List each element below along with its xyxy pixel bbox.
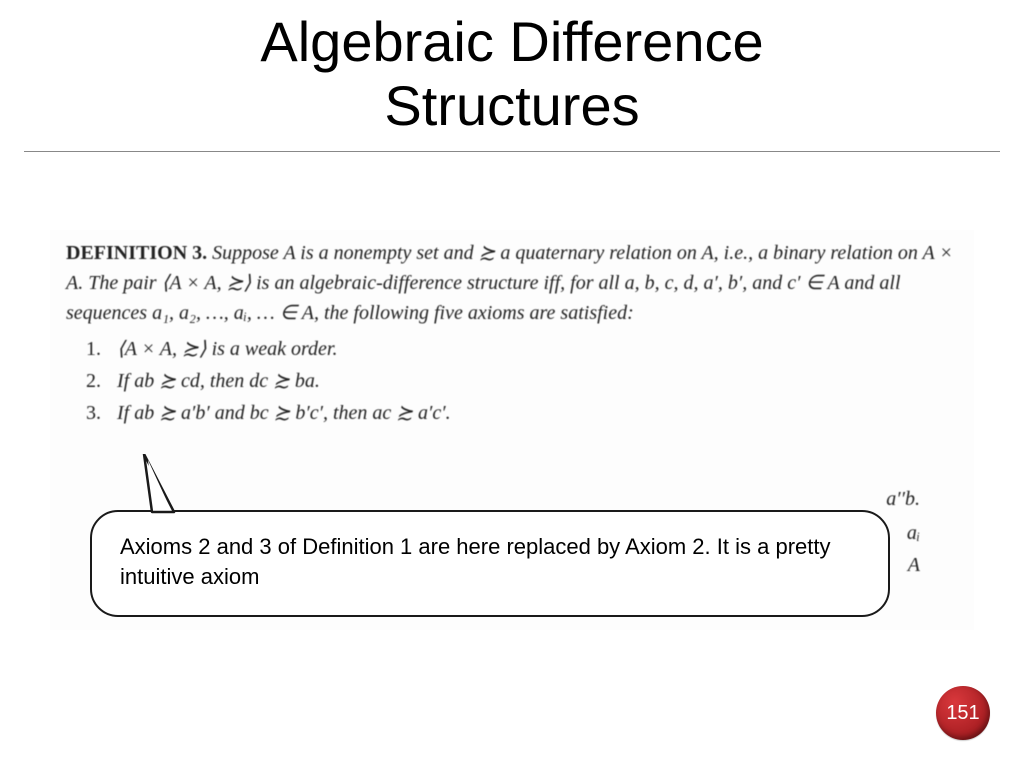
axiom-item: 2. If ab ≿ cd, then dc ≿ ba. — [86, 366, 958, 396]
callout-text: Axioms 2 and 3 of Definition 1 are here … — [120, 534, 830, 589]
axiom-number: 2. — [86, 366, 112, 396]
edge-fragment: a′′b. — [886, 488, 920, 511]
axiom-item: 1. ⟨A × A, ≿⟩ is a weak order. — [86, 334, 958, 364]
axiom-text: If ab ≿ a′b′ and bc ≿ b′c′, then ac ≿ a′… — [117, 402, 451, 424]
slide-title-line1: Algebraic Difference — [0, 10, 1024, 74]
axiom-list: 1. ⟨A × A, ≿⟩ is a weak order. 2. If ab … — [86, 334, 958, 428]
axiom-text: If ab ≿ cd, then dc ≿ ba. — [117, 370, 320, 392]
title-block: Algebraic Difference Structures — [0, 0, 1024, 152]
page-number-badge: 151 — [936, 686, 990, 740]
callout-bubble: Axioms 2 and 3 of Definition 1 are here … — [90, 510, 890, 617]
axiom-number: 1. — [86, 334, 112, 364]
slide: Algebraic Difference Structures DEFINITI… — [0, 0, 1024, 768]
title-underline — [24, 151, 1000, 152]
page-number: 151 — [946, 702, 979, 725]
axiom-item: 3. If ab ≿ a′b′ and bc ≿ b′c′, then ac ≿… — [86, 398, 958, 428]
edge-fragment: A — [908, 554, 920, 577]
definition-label: DEFINITION 3. — [66, 242, 207, 264]
slide-title-line2: Structures — [0, 74, 1024, 138]
axiom-number: 3. — [86, 398, 112, 428]
edge-fragment: aᵢ — [907, 522, 920, 545]
definition-text: DEFINITION 3. Suppose A is a nonempty se… — [50, 230, 974, 438]
axiom-text: ⟨A × A, ≿⟩ is a weak order. — [117, 338, 338, 360]
